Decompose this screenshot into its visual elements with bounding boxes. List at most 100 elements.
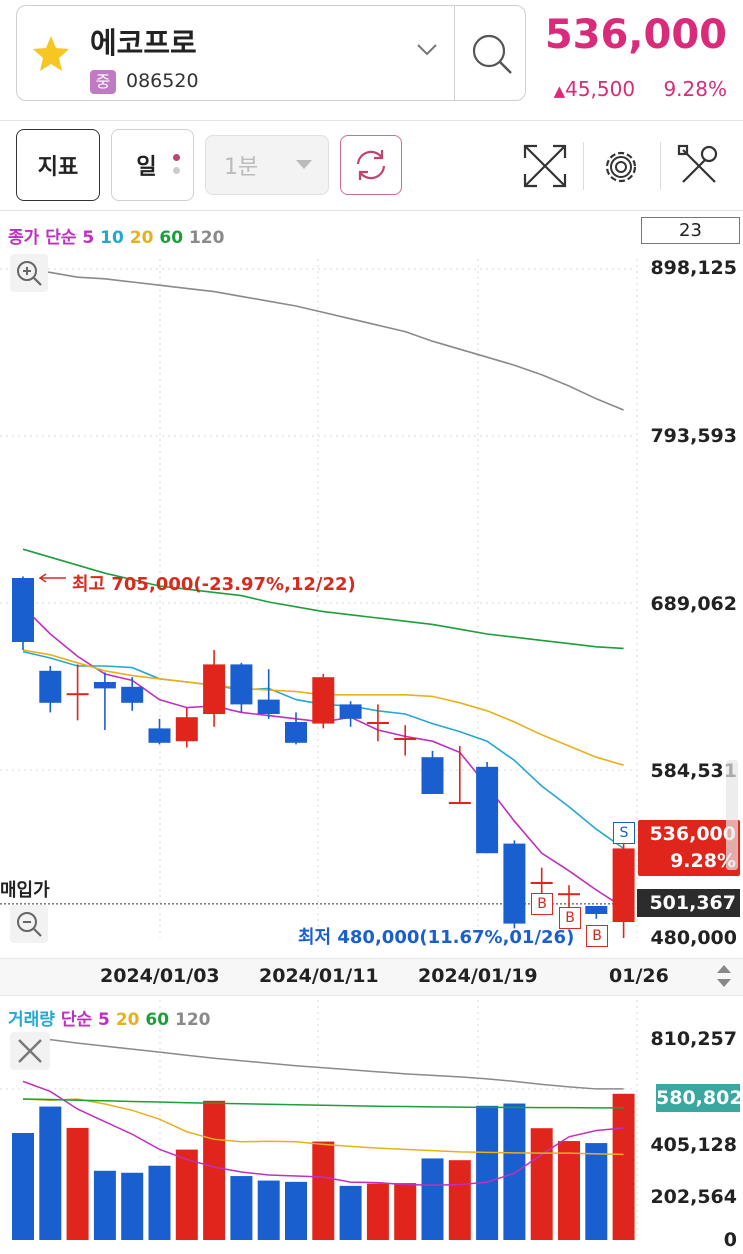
x-date-label: 01/26 bbox=[609, 965, 669, 987]
interval-label: 1분 bbox=[224, 155, 259, 180]
volume-bar bbox=[121, 1172, 144, 1240]
volume-bar bbox=[39, 1106, 62, 1240]
legend-ma120: 120 bbox=[188, 228, 225, 248]
candle-body bbox=[230, 664, 253, 705]
volume-bar bbox=[585, 1143, 608, 1240]
current-percent-tag-value: 9.28% bbox=[670, 850, 736, 872]
candle-body bbox=[148, 728, 171, 743]
candle-body bbox=[421, 757, 444, 794]
volume-bar bbox=[366, 1183, 389, 1240]
x-date-label: 2024/01/03 bbox=[100, 965, 220, 987]
candle-count-box[interactable]: 23 bbox=[641, 217, 740, 244]
change-percent: 9.28% bbox=[663, 77, 727, 101]
volume-bar bbox=[257, 1180, 280, 1240]
volume-bar bbox=[93, 1170, 116, 1240]
volume-bar bbox=[148, 1165, 171, 1240]
close-icon[interactable] bbox=[10, 1032, 50, 1070]
candle-body bbox=[39, 670, 62, 703]
candle-body bbox=[312, 677, 335, 724]
candle-body bbox=[93, 682, 116, 689]
zoom-out-icon[interactable] bbox=[10, 905, 48, 943]
volume-ma-line-ma5 bbox=[22, 1080, 624, 1186]
volume-bar bbox=[503, 1103, 526, 1240]
volume-bar bbox=[230, 1176, 253, 1240]
volume-ma-line-ma20 bbox=[22, 1098, 624, 1156]
candle-body bbox=[366, 722, 389, 724]
candle-body bbox=[203, 664, 226, 714]
period-label: 일 bbox=[136, 155, 157, 180]
current-volume-tag: 580,802 bbox=[656, 1084, 743, 1112]
signal-b-marker: B bbox=[559, 907, 581, 929]
chevron-down-icon[interactable] bbox=[414, 40, 440, 60]
toolbar-bottom-border bbox=[0, 210, 743, 211]
signal-b-marker: B bbox=[586, 925, 608, 947]
volume-bar bbox=[312, 1141, 335, 1240]
resize-arrows-icon[interactable] bbox=[712, 962, 736, 990]
current-price-tag-value: 536,000 bbox=[649, 823, 736, 845]
candle-body bbox=[558, 893, 580, 896]
indicator-label: 지표 bbox=[37, 155, 79, 180]
buy-price-label: 매입가 bbox=[0, 880, 50, 901]
price-change: ▲45,500 9.28% bbox=[554, 77, 727, 101]
price-legend: 종가 단순 5 10 20 60 120 bbox=[8, 223, 224, 248]
volume-bar bbox=[285, 1181, 307, 1240]
refresh-button[interactable] bbox=[340, 135, 402, 195]
price-chart bbox=[0, 259, 638, 938]
search-icon bbox=[472, 34, 512, 74]
y-tick-label: 584,531 bbox=[650, 760, 737, 782]
fullscreen-icon[interactable] bbox=[521, 142, 569, 190]
toolbar-divider bbox=[0, 120, 743, 121]
candle-body bbox=[175, 717, 198, 742]
tools-icon[interactable] bbox=[675, 142, 721, 190]
x-date-label: 2024/01/19 bbox=[418, 965, 538, 987]
legend-ma10: 10 bbox=[100, 228, 124, 248]
settings-icon[interactable] bbox=[598, 144, 644, 190]
low-price-annotation: 최저 480,000(11.67%,01/26) bbox=[298, 927, 575, 948]
volume-bar bbox=[394, 1183, 417, 1240]
ma-line-ma60 bbox=[22, 548, 624, 650]
y-tick-label: 689,062 bbox=[650, 593, 737, 615]
y-tick-label: 793,593 bbox=[650, 425, 737, 447]
period-dots-icon bbox=[173, 154, 181, 174]
candle-body bbox=[448, 802, 471, 804]
candle-body bbox=[503, 843, 526, 924]
dropdown-arrow-icon bbox=[296, 160, 312, 169]
zoom-in-icon[interactable] bbox=[10, 254, 48, 292]
legend-ma20: 20 bbox=[129, 228, 154, 248]
volume-bar bbox=[339, 1185, 362, 1240]
indicator-button[interactable]: 지표 bbox=[16, 129, 100, 201]
ma-line-ma120 bbox=[22, 268, 624, 411]
change-amount: 45,500 bbox=[565, 77, 636, 101]
volume-y-tick: 810,257 bbox=[650, 1028, 737, 1050]
volume-bar bbox=[175, 1149, 198, 1240]
volume-y-tick: 0 bbox=[723, 1229, 737, 1251]
volume-bar bbox=[558, 1141, 580, 1240]
toolbar-separator bbox=[583, 142, 584, 190]
price-legend-prefix: 종가 단순 bbox=[8, 228, 77, 248]
interval-select[interactable]: 1분 bbox=[205, 135, 329, 195]
candle-body bbox=[66, 693, 89, 696]
period-button[interactable]: 일 bbox=[111, 129, 194, 201]
refresh-icon bbox=[356, 150, 386, 180]
scroll-handle[interactable] bbox=[726, 760, 738, 870]
candle-body bbox=[476, 766, 499, 854]
y-tick-label: 898,125 bbox=[650, 257, 737, 279]
candle-body bbox=[394, 738, 417, 740]
volume-bar bbox=[203, 1100, 226, 1240]
volume-ma-line-ma120 bbox=[22, 1035, 624, 1090]
star-icon[interactable] bbox=[30, 34, 72, 74]
search-button[interactable] bbox=[454, 5, 526, 101]
candle-body bbox=[12, 578, 34, 642]
y-tick-label: 480,000 bbox=[650, 927, 737, 949]
x-axis-strip bbox=[0, 958, 743, 996]
candle-body bbox=[612, 848, 635, 922]
volume-legend-prefix: 거래량 bbox=[8, 1010, 55, 1030]
volume-y-tick: 405,128 bbox=[650, 1134, 737, 1156]
legend-ma5: 5 bbox=[82, 228, 95, 248]
vol-legend-ma20: 20 bbox=[115, 1010, 140, 1030]
volume-bar bbox=[476, 1105, 499, 1240]
candle-body bbox=[585, 906, 608, 914]
volume-y-tick: 202,564 bbox=[650, 1186, 737, 1208]
stock-code: 086520 bbox=[126, 70, 199, 92]
